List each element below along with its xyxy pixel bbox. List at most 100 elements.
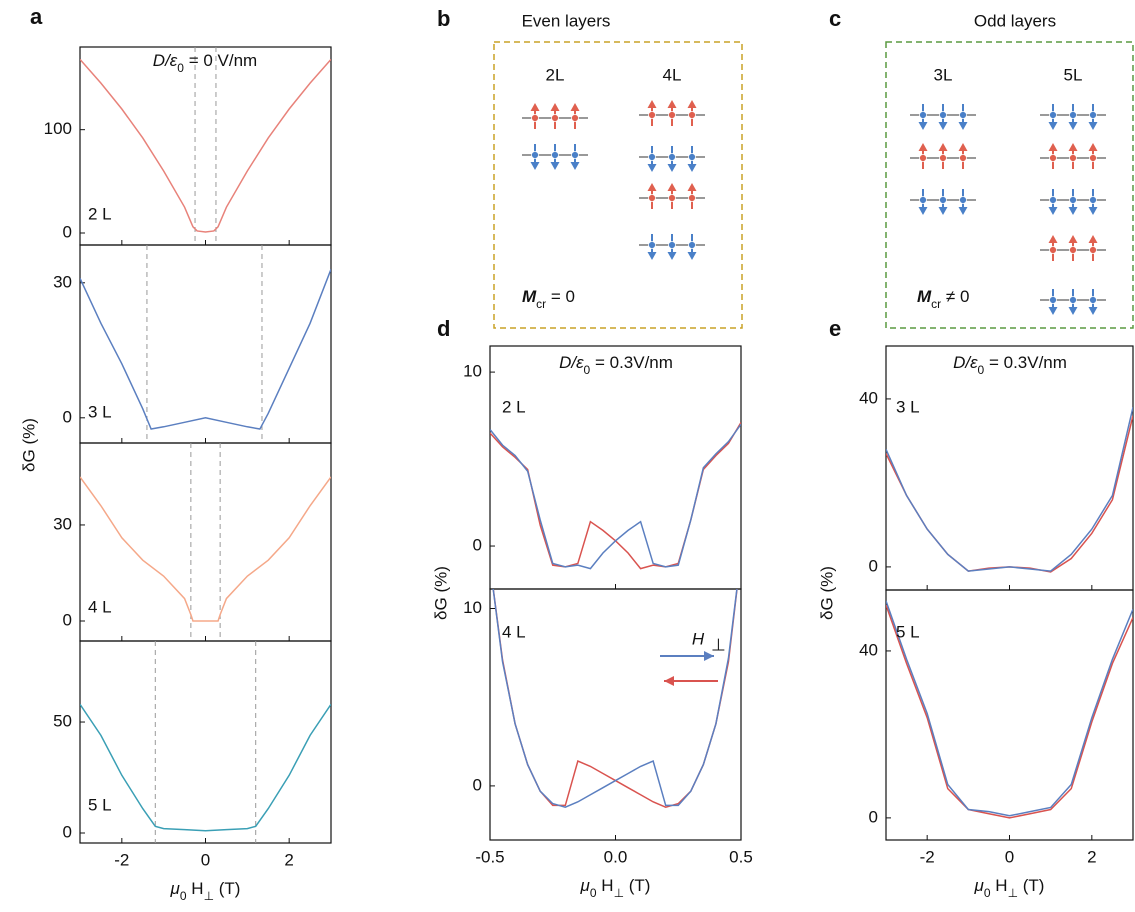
spin-site: [551, 114, 559, 122]
x-axis-label-part: ⊥: [1008, 886, 1018, 900]
spin-site: [1069, 111, 1077, 119]
spin-head: [1048, 307, 1058, 315]
x-axis-label-part: 0: [984, 886, 991, 900]
x-tick-label: 0.5: [729, 847, 753, 866]
field-label-part: 0: [177, 61, 184, 75]
x-tick-label: 0.0: [604, 847, 628, 866]
y-tick-label: 0: [473, 536, 482, 555]
spin-site: [648, 153, 656, 161]
spin-site: [1069, 154, 1077, 162]
x-tick-label: 2: [284, 850, 293, 869]
layer-label: 2 L: [502, 397, 526, 416]
sweep-up-arrow-head: [704, 651, 714, 661]
spin-head: [550, 162, 560, 170]
spin-site: [919, 111, 927, 119]
x-tick-label: 0: [201, 850, 210, 869]
order-parameter-part: cr: [931, 297, 941, 311]
spin-head: [570, 162, 580, 170]
spin-site: [688, 111, 696, 119]
x-axis-label-part: μ: [974, 876, 985, 895]
legend-label: H: [692, 629, 705, 648]
y-tick-label: 30: [53, 514, 72, 533]
spin-site: [551, 151, 559, 159]
spin-head: [958, 207, 968, 215]
spin-site: [959, 154, 967, 162]
spin-site: [1069, 296, 1077, 304]
spin-site: [1049, 111, 1057, 119]
spin-head: [647, 100, 657, 108]
plot-frame: [79, 442, 332, 642]
panel-label: a: [30, 4, 43, 29]
curve: [80, 476, 331, 622]
plot-frame: [79, 640, 332, 844]
y-tick-label: 40: [859, 640, 878, 659]
x-axis-label-part: H: [187, 879, 204, 898]
x-axis-label-part: H: [597, 876, 614, 895]
y-tick-label: 10: [463, 598, 482, 617]
spin-site: [531, 114, 539, 122]
spin-site: [1089, 154, 1097, 162]
spin-head: [667, 252, 677, 260]
y-tick-label: 0: [473, 775, 482, 794]
field-label-part: = 0.3V/nm: [984, 353, 1067, 372]
spin-head: [938, 207, 948, 215]
plot-frame: [885, 345, 1134, 591]
spin-site: [688, 153, 696, 161]
panel-label: c: [829, 6, 841, 31]
curve: [490, 422, 741, 570]
x-tick-label: -2: [114, 850, 129, 869]
layer-label: 4 L: [88, 597, 112, 616]
spin-head: [1068, 235, 1078, 243]
stack-label: 5L: [1064, 65, 1083, 84]
x-tick-label: -2: [920, 847, 935, 866]
x-tick-label: -0.5: [475, 847, 504, 866]
spin-head: [1048, 235, 1058, 243]
spin-site: [1049, 246, 1057, 254]
y-tick-label: 0: [63, 222, 72, 241]
diagram-title: Even layers: [522, 11, 611, 30]
spin-site: [531, 151, 539, 159]
spin-site: [648, 241, 656, 249]
plot-frame: [79, 46, 332, 246]
plot-frame: [489, 588, 742, 841]
spin-site: [668, 241, 676, 249]
spin-head: [687, 164, 697, 172]
field-label-part: = 0 V/nm: [184, 51, 257, 70]
spin-head: [1068, 307, 1078, 315]
order-parameter-part: ≠ 0: [941, 287, 969, 306]
spin-head: [1088, 307, 1098, 315]
field-label-part: D/ε: [153, 51, 178, 70]
spin-site: [919, 196, 927, 204]
spin-head: [647, 164, 657, 172]
y-axis-label: δG (%): [431, 566, 450, 620]
field-label-part: = 0.3V/nm: [590, 353, 673, 372]
order-parameter: Mcr = 0: [522, 287, 575, 311]
spin-head: [687, 252, 697, 260]
order-parameter-part: cr: [536, 297, 546, 311]
y-tick-label: 0: [63, 822, 72, 841]
x-axis-label: μ0 H⊥ (T): [580, 876, 651, 900]
spin-site: [668, 111, 676, 119]
spin-site: [919, 154, 927, 162]
diagram-box: [885, 41, 1134, 329]
spin-head: [938, 122, 948, 130]
diagram-title: Odd layers: [974, 11, 1056, 30]
spin-head: [667, 100, 677, 108]
curve: [886, 415, 1133, 573]
spin-site: [571, 151, 579, 159]
spin-head: [918, 143, 928, 151]
spin-head: [550, 103, 560, 111]
y-tick-label: 0: [869, 556, 878, 575]
spin-site: [1069, 196, 1077, 204]
y-tick-label: 0: [63, 610, 72, 629]
x-axis-label-part: μ: [580, 876, 591, 895]
spin-head: [1088, 122, 1098, 130]
spin-head: [1088, 207, 1098, 215]
y-tick-label: 50: [53, 712, 72, 731]
spin-head: [687, 100, 697, 108]
spin-head: [1068, 207, 1078, 215]
spin-site: [648, 111, 656, 119]
spin-head: [530, 103, 540, 111]
field-label: D/ε0 = 0.3V/nm: [559, 353, 673, 377]
